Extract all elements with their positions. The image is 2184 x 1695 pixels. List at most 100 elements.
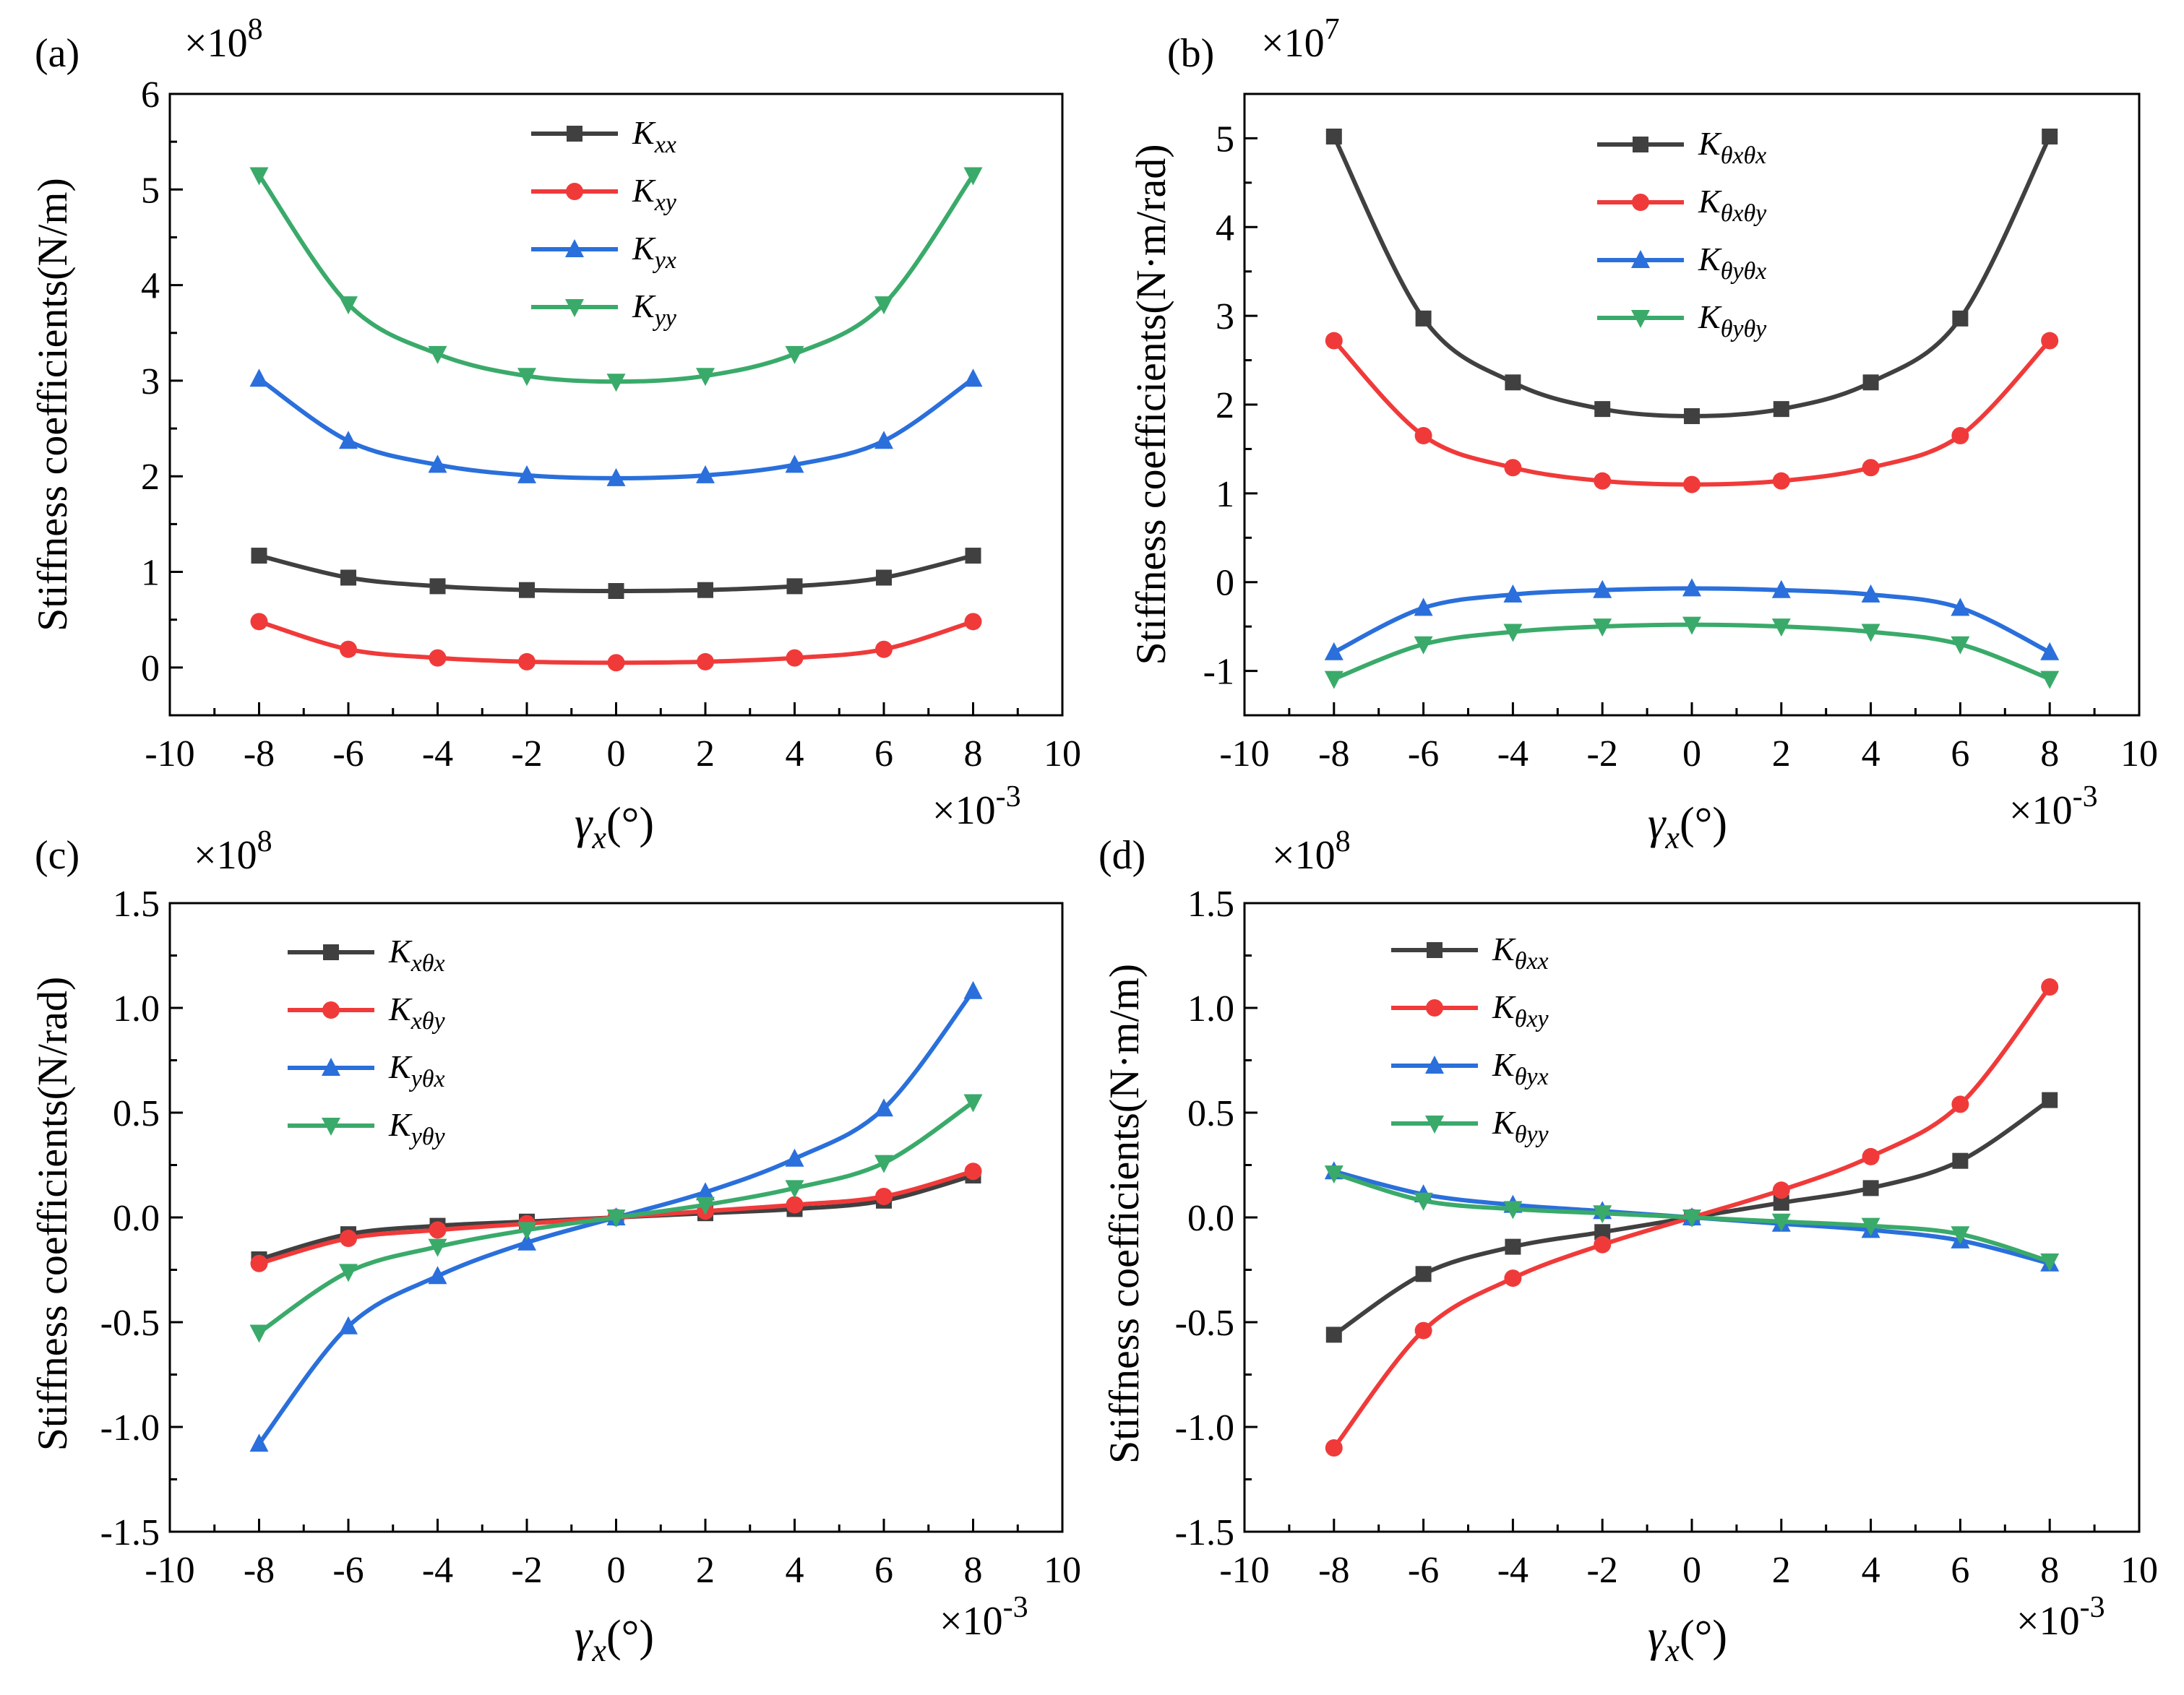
data-point [1684,407,1700,424]
x-tick-label: 10 [1044,1550,1081,1591]
data-point [785,454,804,473]
data-point [696,1196,715,1215]
data-point [608,583,624,599]
legend-entry: Kxθy [288,991,445,1035]
x-tick-label: -2 [511,1550,542,1591]
x-tick-label: -6 [1408,1550,1439,1591]
x-tick-label: 2 [696,733,715,775]
legend-entry: Kxx [531,114,676,158]
data-point [874,1098,893,1117]
data-point [1951,427,1969,444]
y-tick-label: -1 [1203,652,1234,693]
legend-entry: Kyy [531,288,677,332]
x-tick-label: 10 [2120,1550,2158,1591]
data-point [429,1221,447,1239]
y-tick-label: 2 [141,457,160,498]
data-point [1414,1192,1433,1211]
data-point [1772,1181,1790,1199]
data-point [1773,401,1789,418]
x-tick-label: 0 [1682,1550,1701,1591]
data-point [429,649,447,667]
data-point [249,1324,269,1343]
data-point [964,1163,982,1181]
legend-marker [322,1118,340,1136]
y-axis-label: Stiffness coefficients(N/m) [29,178,76,631]
legend-label: Kxy [632,172,677,216]
legend-label: Kxx [632,114,676,158]
series-line [257,376,975,480]
panel-d: -10 -8 -6 -4 -2 0 2 4 6 8 10 -1.5 -1.0 -0.5 0.0 0.5 1.0 1… [1099,825,2158,1668]
data-point [1594,1235,1612,1254]
x-tick-label: 4 [786,733,804,775]
legend-label: Kθxθx [1698,125,1766,169]
y-axis-label: Stiffness coefficients(N/rad) [29,977,76,1452]
data-point [606,374,626,392]
data-point [518,652,536,670]
data-point [517,465,536,483]
legend-marker [565,239,584,257]
data-point [1861,1217,1880,1236]
data-point [339,1264,358,1282]
y-tick-label: 5 [141,170,160,211]
data-point [876,569,892,586]
data-point [339,1316,358,1334]
legend-entry: Kθxx [1391,931,1549,975]
legend-entry: Kyθx [288,1048,445,1092]
panel-label: (c) [35,833,79,878]
legend-label: Kxθy [388,991,445,1035]
data-point [1861,624,1880,642]
data-point [1682,578,1701,597]
y-tick-label: 1.5 [1187,884,1234,925]
series-θxθy [1325,332,2059,493]
legend-marker [1633,137,1648,152]
data-point [875,640,893,658]
legend-marker [565,299,584,317]
legend-entry: Kθxy [1391,988,1549,1032]
data-point [340,569,356,586]
data-point [2041,978,2059,996]
x-multiplier: ×10-3 [932,780,1021,833]
x-tick-label: -6 [332,1550,364,1591]
data-point [785,1180,804,1199]
x-tick-label: 6 [874,733,893,775]
y-tick-label: 4 [141,266,160,307]
data-point [1505,374,1521,391]
legend-entry: Kxy [531,172,677,216]
data-point [874,1155,893,1173]
legend-marker [323,944,339,960]
data-point [1593,1205,1612,1224]
data-point [429,578,446,595]
data-point [1862,374,1879,391]
y-tick-label: 5 [1216,118,1234,160]
y-multiplier: ×107 [1261,13,1340,66]
data-point [339,296,358,315]
y-tick-label: 6 [141,74,160,116]
data-point [1952,1152,1969,1169]
data-point [1415,310,1432,327]
data-point [1862,1147,1880,1165]
series-yθy [249,1094,983,1343]
data-point [340,640,357,658]
data-point [2041,332,2059,350]
data-point [340,1230,357,1247]
series-line [257,173,975,384]
legend-entry: Kθxθx [1597,125,1766,169]
legend-marker [567,126,582,142]
data-point [1415,1266,1432,1282]
data-point [786,649,804,667]
data-point [696,465,715,483]
panel-label: (d) [1099,833,1145,878]
data-point [963,1094,983,1113]
data-point [964,613,982,631]
x-tick-label: -8 [1318,733,1349,775]
y-tick-label: 3 [141,361,160,402]
y-multiplier: ×108 [1272,825,1351,878]
x-axis-label: γx(°) [1648,1612,1727,1668]
x-tick-label: -2 [1587,1550,1618,1591]
legend-label: Kyθx [388,1048,445,1092]
legend-marker [566,183,583,200]
data-point [786,578,803,595]
data-point [1951,1095,1969,1113]
y-tick-label: -0.5 [100,1303,160,1344]
series-yy [249,167,983,392]
